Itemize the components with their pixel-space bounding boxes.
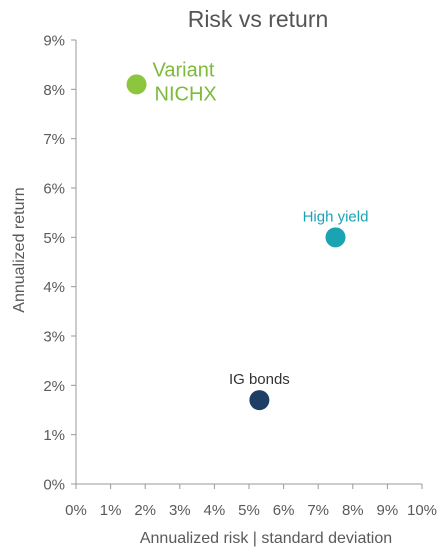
x-tick-label: 5% [238, 502, 260, 519]
x-axis-label: Annualized risk | standard deviation [140, 530, 392, 547]
data-point-ig-bonds [249, 390, 270, 411]
data-point-label: IG bonds [229, 371, 290, 388]
x-tick-label: 3% [169, 502, 191, 519]
data-point-label: NICHX [155, 83, 217, 105]
y-tick-label: 2% [43, 378, 65, 395]
x-tick-labels: 0% 1% 2% 3% 4% 5% 6% 7% 8% 9% 10% [65, 484, 437, 519]
y-tick-label: 1% [43, 427, 65, 444]
x-tick-label: 0% [65, 502, 87, 519]
y-tick-label: 3% [43, 329, 65, 346]
y-tick-label: 0% [43, 477, 65, 494]
x-tick-label: 8% [342, 502, 364, 519]
x-tick-label: 1% [100, 502, 122, 519]
y-tick-label: 9% [43, 33, 65, 50]
y-tick-label: 7% [43, 131, 65, 148]
chart-title: Risk vs return [188, 6, 329, 32]
data-point-high-yield [325, 227, 346, 248]
x-tick-label: 10% [407, 502, 437, 519]
y-axis-label: Annualized return [11, 187, 28, 312]
x-tick-label: 2% [134, 502, 156, 519]
y-tick-label: 5% [43, 230, 65, 247]
data-point-variant-nichx [126, 74, 147, 95]
y-tick-label: 4% [43, 279, 65, 296]
x-tick-label: 9% [377, 502, 399, 519]
x-tick-label: 7% [307, 502, 329, 519]
x-tick-label: 4% [204, 502, 226, 519]
data-point-label: High yield [303, 208, 369, 225]
y-tick-labels: 0% 1% 2% 3% 4% 5% 6% 7% 8% 9% [43, 33, 76, 494]
y-tick-label: 8% [43, 82, 65, 99]
y-tick-label: 6% [43, 181, 65, 198]
data-point-label: Variant [153, 59, 215, 81]
x-tick-label: 6% [273, 502, 295, 519]
